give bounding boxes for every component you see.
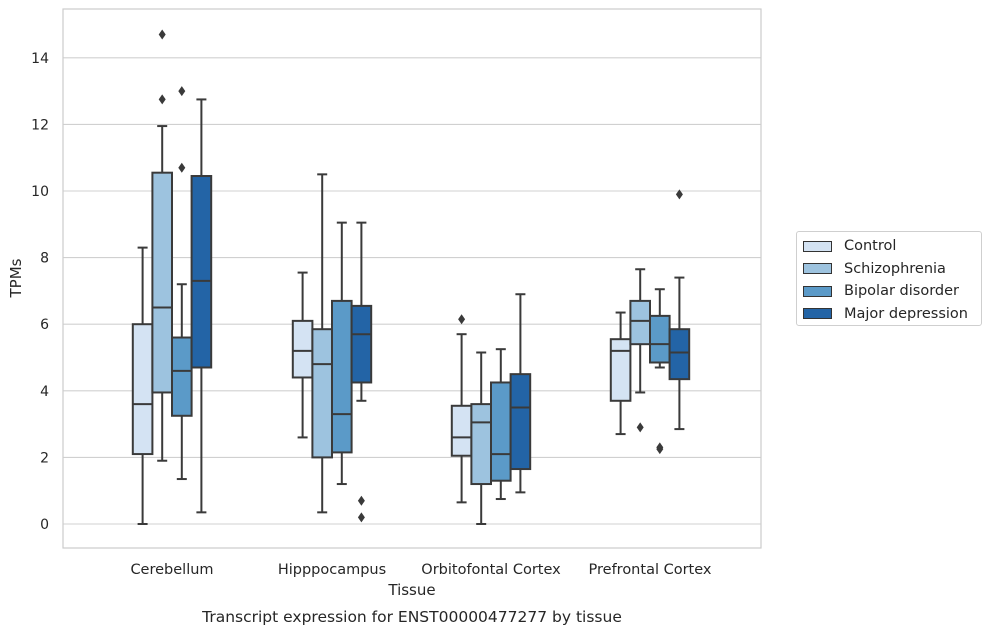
y-tick-label: 6 [40,317,49,333]
y-axis-label: TPMs [7,258,25,298]
legend-item: Major depression [803,303,981,326]
legend-swatch [803,263,832,275]
outlier-point [675,189,683,200]
box-2-3 [649,288,671,455]
outlier-point [178,86,186,97]
y-tick-label: 14 [31,51,49,67]
legend-item: Schizophrenia [803,258,981,281]
legend-swatch [803,285,832,297]
legend-swatch [803,240,832,252]
outlier-point [178,162,186,173]
legend-swatch [803,308,832,320]
box-1-3 [629,268,652,433]
box-0-3 [609,311,632,436]
iqr-box [190,175,213,369]
iqr-box [350,304,373,384]
iqr-box [490,381,512,482]
x-tick-label: Orbitofontal Cortex [421,562,561,578]
box-2-1 [331,221,353,486]
y-tick-label: 12 [31,117,49,133]
box-0-1 [291,271,314,439]
box-1-2 [470,351,492,525]
legend-item: Bipolar disorder [803,280,981,303]
y-tick-label: 4 [40,384,49,400]
outlier-point [458,314,466,325]
y-tick-label: 2 [40,450,49,466]
iqr-box [311,328,333,459]
box-1-1 [311,173,333,514]
iqr-box [131,323,154,456]
iqr-box [291,319,314,379]
boxes [131,29,691,525]
plot-area-frame [62,8,762,549]
iqr-box [151,171,173,394]
y-tick-label: 8 [40,251,49,267]
iqr-box [649,314,671,364]
iqr-box [629,299,652,346]
legend-label: Control [844,238,897,255]
iqr-box [609,338,632,402]
x-tick-label: Prefrontal Cortex [589,562,712,578]
iqr-box [331,299,353,454]
y-tick-label: 10 [31,184,49,200]
iqr-box [171,336,193,417]
box-1-0 [151,29,173,462]
legend-label: Schizophrenia [844,260,946,277]
x-axis-label: Tissue [387,581,435,599]
y-tick-label: 0 [40,517,49,533]
y-axis-ticks: 0 2 4 6 8 10 12 14 [31,51,49,533]
legend-label: Major depression [844,305,968,322]
outlier-point [158,94,166,105]
outlier-point [357,495,365,506]
box-3-3 [668,189,691,431]
outlier-point [158,29,166,40]
x-tick-label: Cerebellum [130,562,213,578]
outlier-point [357,512,365,523]
outlier-point [656,442,664,453]
iqr-box [450,404,473,457]
box-2-2 [490,348,512,501]
box-3-1 [350,221,373,523]
box-0-2 [450,314,473,504]
x-tick-label: Hipppocampus [278,562,386,578]
box-3-2 [509,293,532,494]
iqr-box [509,373,532,471]
chart-title: Transcript expression for ENST0000047727… [201,608,622,626]
outlier-point [636,422,644,433]
box-3-0 [190,98,213,514]
legend-label: Bipolar disorder [844,283,959,300]
box-2-0 [171,86,193,481]
iqr-box [470,403,492,486]
iqr-box [668,328,691,381]
legend-item: Control [803,235,981,258]
box-0-0 [131,246,154,525]
legend: Control Schizophrenia Bipolar disorder M… [796,231,982,326]
x-axis-ticks: Cerebellum Hipppocampus Orbitofontal Corte… [130,562,711,578]
